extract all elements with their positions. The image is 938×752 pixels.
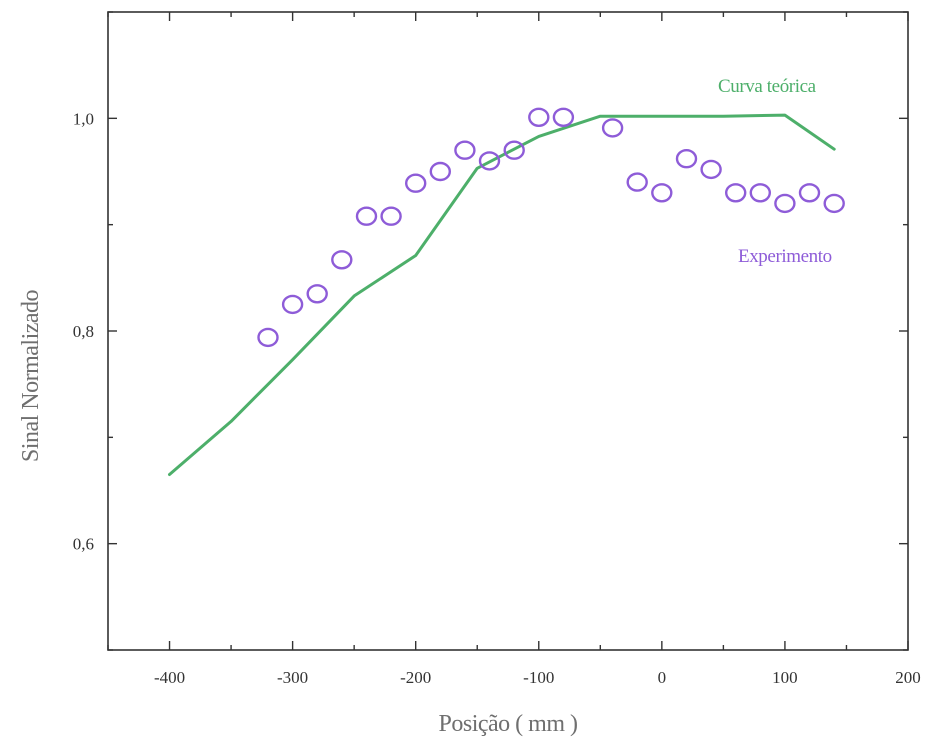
- y-axis-title: Sinal Normalizado: [18, 289, 44, 462]
- y-tick-label: 1,0: [73, 109, 94, 128]
- experiment-data-point: [798, 183, 821, 203]
- experiment-data-point: [306, 284, 328, 304]
- experiment-data-point: [749, 183, 771, 203]
- theory-curve-layer: [168, 113, 836, 476]
- experiment-data-point: [331, 250, 353, 270]
- y-tick-label: 0,6: [73, 535, 94, 554]
- series-label-experiment: Experimento: [738, 246, 832, 267]
- experiment-data-point: [725, 183, 747, 203]
- experiment-data-point: [528, 107, 550, 128]
- experiment-data-point: [454, 140, 476, 160]
- x-axis-title: Posição ( mm ): [439, 711, 578, 737]
- y-tick-label: 0,8: [73, 322, 94, 341]
- experiment-points-layer: [257, 107, 845, 348]
- x-tick-label: -200: [400, 668, 431, 687]
- experiment-data-point: [823, 193, 845, 214]
- x-tick-label: -100: [523, 668, 554, 687]
- x-tick-label: 0: [658, 668, 667, 687]
- series-label-theory: Curva teórica: [718, 76, 817, 97]
- plot-frame: [107, 11, 909, 651]
- experiment-data-point: [626, 172, 648, 192]
- experiment-data-point: [651, 183, 673, 203]
- experiment-data-point: [700, 159, 722, 180]
- experiment-data-point: [675, 148, 698, 169]
- experiment-data-point: [774, 193, 796, 214]
- axis-ticks: [107, 11, 909, 651]
- experiment-data-point: [257, 327, 279, 348]
- experiment-data-point: [405, 173, 427, 193]
- theory-curve-line: [168, 113, 836, 476]
- experiment-data-point: [478, 151, 501, 171]
- experiment-data-point: [355, 206, 378, 226]
- x-tick-label: 200: [895, 668, 921, 687]
- experiment-data-point: [281, 294, 304, 315]
- x-tick-label: 100: [772, 668, 798, 687]
- experiment-data-point: [380, 206, 402, 226]
- experiment-data-point: [601, 118, 624, 138]
- experiment-data-point: [552, 107, 575, 128]
- experiment-data-point: [429, 161, 451, 182]
- x-tick-label: -300: [277, 668, 308, 687]
- experiment-data-point: [503, 140, 525, 160]
- x-tick-label: -400: [154, 668, 185, 687]
- axis-tick-labels: -400 -300 -200 -100 0 100 200 0,6 0,8 1,0: [73, 109, 921, 687]
